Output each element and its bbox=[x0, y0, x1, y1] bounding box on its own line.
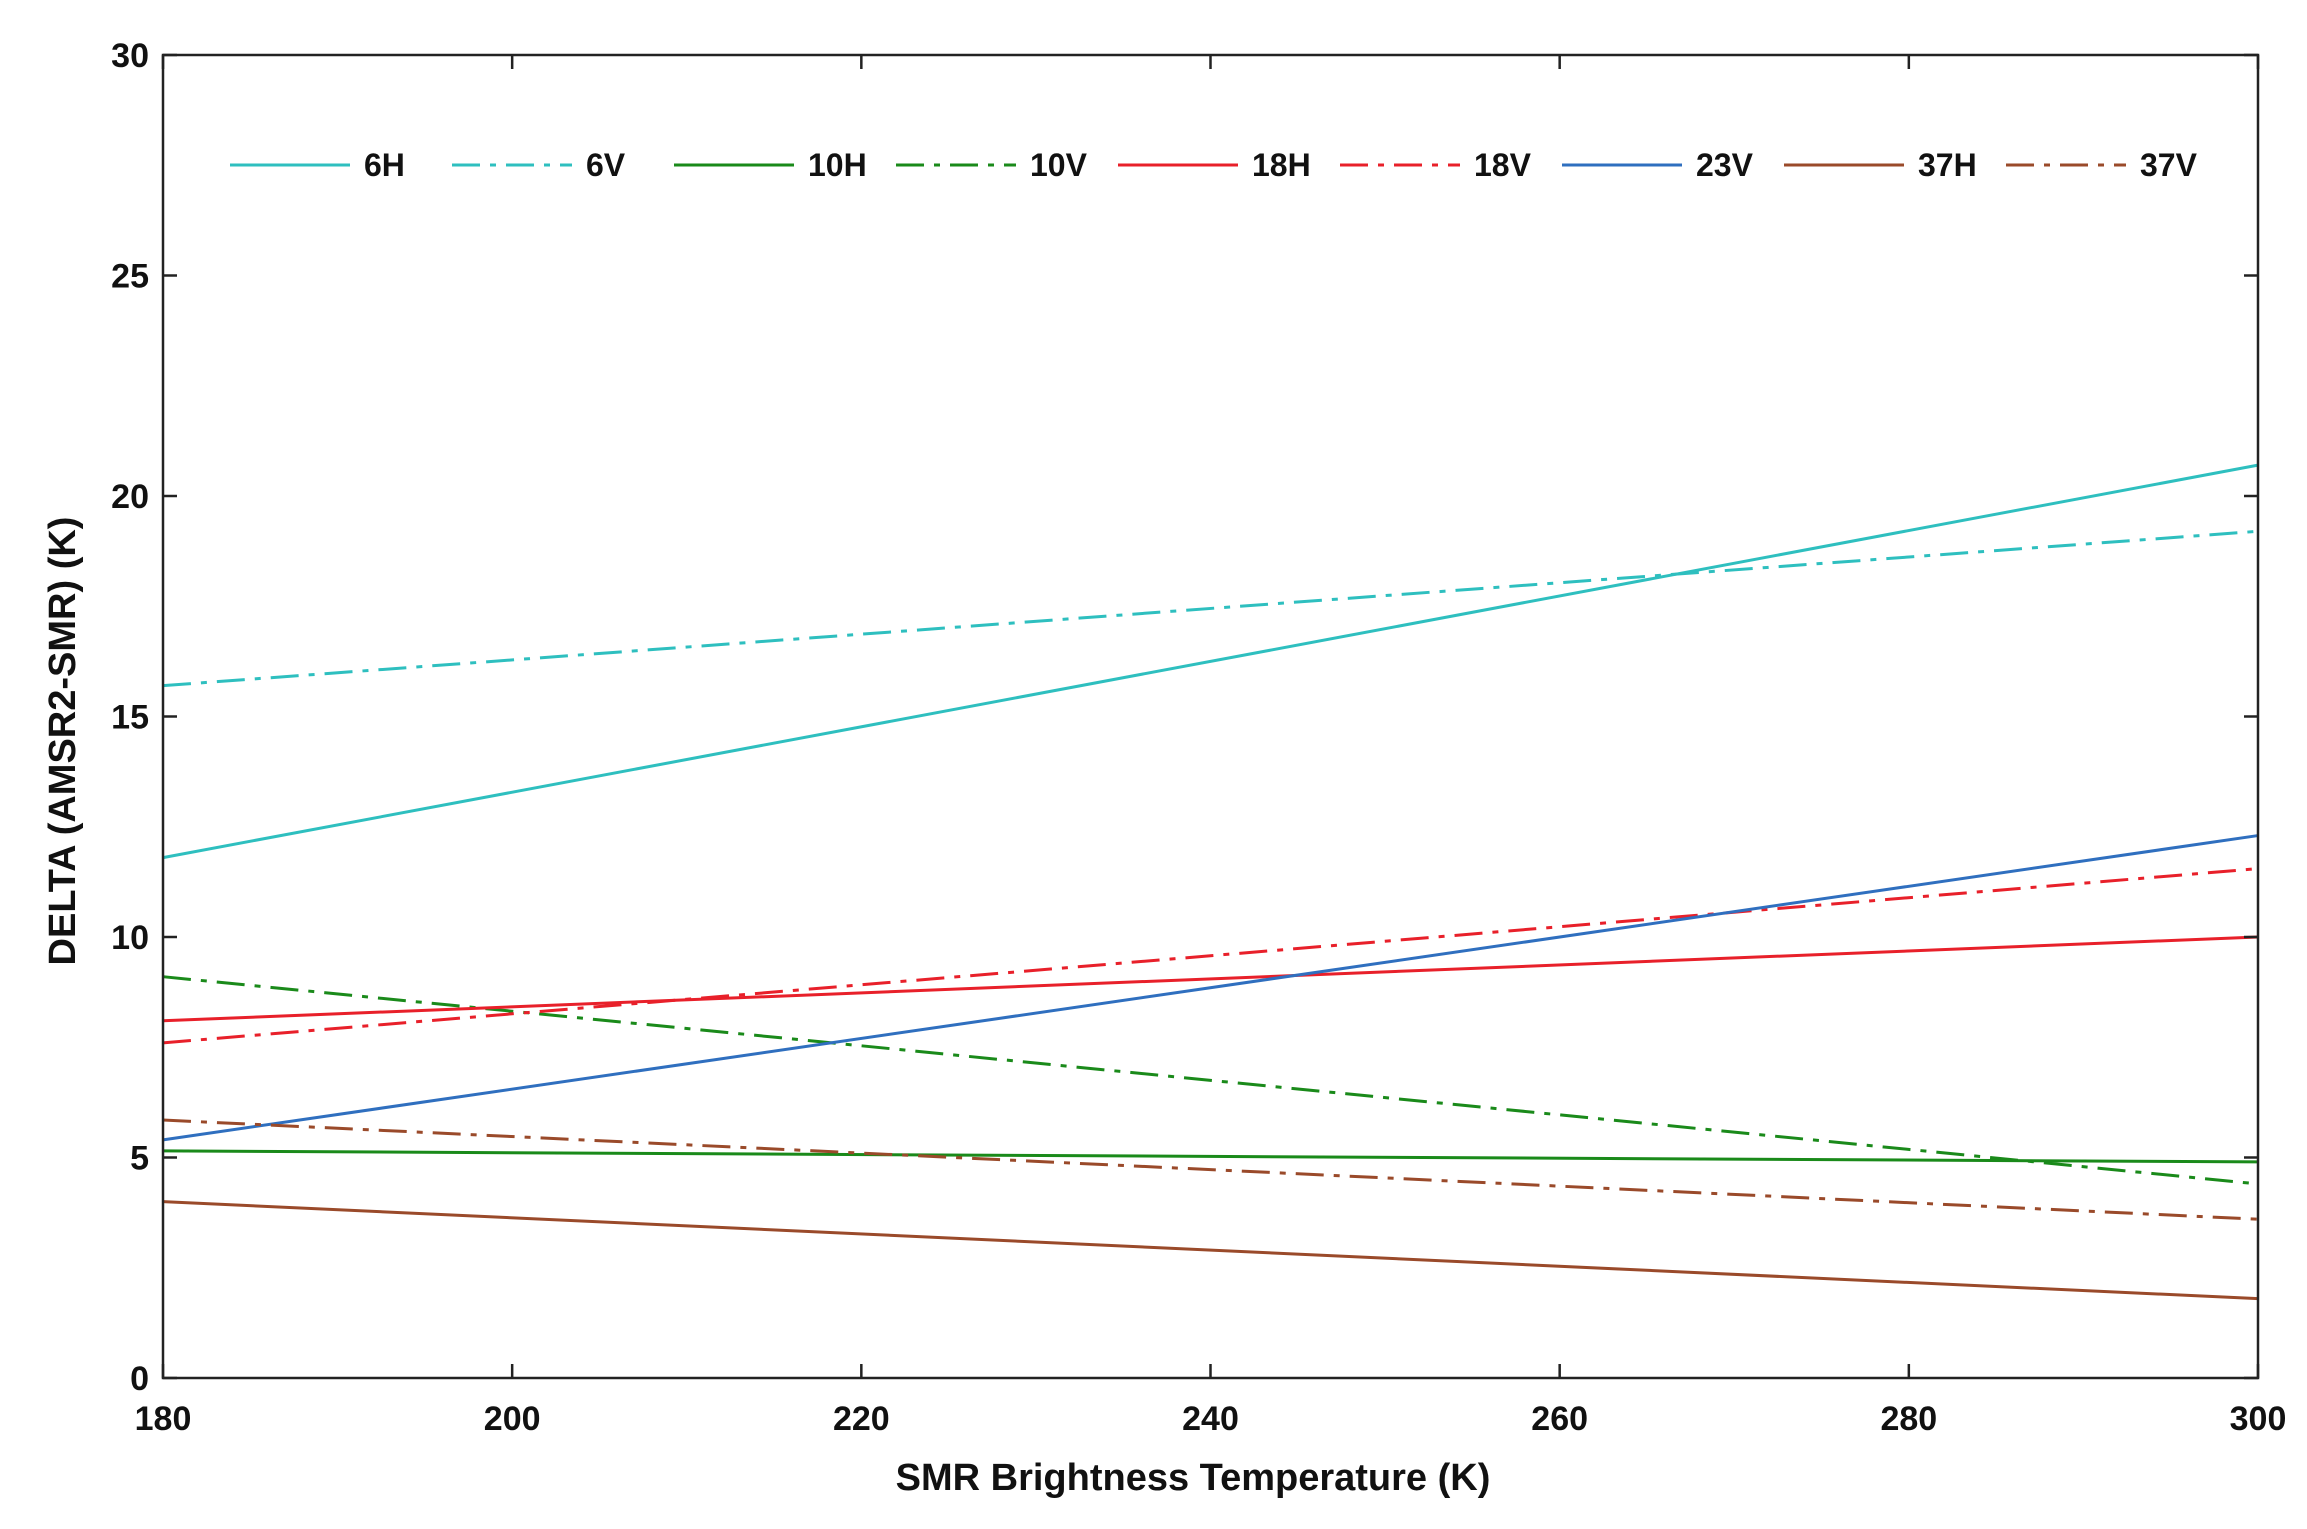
series-line-10h bbox=[162, 1149, 2259, 1164]
x-tick-label: 240 bbox=[1182, 1400, 1239, 1438]
legend-label-18v: 18V bbox=[1474, 147, 1532, 183]
axes-layer: 180 200 220 240 260 280 300 0 5 10 15 20 25 30 bbox=[111, 37, 2286, 1438]
y-tick-label: 10 bbox=[111, 919, 149, 957]
x-axis-label: SMR Brightness Temperature (K) bbox=[896, 1457, 1491, 1499]
plot-frame bbox=[161, 53, 2260, 1380]
x-tick-label: 220 bbox=[833, 1400, 890, 1438]
plot-layer bbox=[162, 463, 2259, 1301]
x-tick-label: 200 bbox=[484, 1400, 541, 1438]
y-tick-label: 15 bbox=[111, 699, 149, 737]
y-tick-label: 25 bbox=[111, 258, 149, 296]
y-tick-label: 0 bbox=[130, 1360, 149, 1398]
y-axis-label: DELTA (AMSR2-SMR) (K) bbox=[42, 517, 84, 966]
legend-label-10h: 10H bbox=[808, 147, 867, 183]
legend-label-37h: 37H bbox=[1918, 147, 1977, 183]
legend-label-37v: 37V bbox=[2140, 147, 2198, 183]
x-tick-label: 260 bbox=[1531, 1400, 1588, 1438]
legend-label-6v: 6V bbox=[586, 147, 626, 183]
series-line-23v bbox=[162, 834, 2259, 1142]
legend-label-6h: 6H bbox=[364, 147, 405, 183]
y-tick-label: 5 bbox=[130, 1140, 149, 1178]
x-tick-label: 180 bbox=[135, 1400, 192, 1438]
legend-label-23v: 23V bbox=[1696, 147, 1754, 183]
series-line-6h bbox=[162, 463, 2259, 860]
series-line-10v bbox=[162, 975, 2259, 1186]
legend: 6H 6V 10H 10V 18H 18V 23V 37H 37V bbox=[230, 147, 2198, 183]
series-line-18v bbox=[162, 867, 2259, 1045]
x-tick-label: 300 bbox=[2230, 1400, 2287, 1438]
legend-label-18h: 18H bbox=[1252, 147, 1311, 183]
y-tick-label: 20 bbox=[111, 478, 149, 516]
y-tick-label: 30 bbox=[111, 37, 149, 75]
series-line-37v bbox=[162, 1118, 2259, 1221]
series-line-18h bbox=[162, 935, 2259, 1023]
x-tick-label: 280 bbox=[1880, 1400, 1937, 1438]
legend-label-10v: 10V bbox=[1030, 147, 1088, 183]
series-line-6v bbox=[162, 529, 2259, 688]
series-line-37h bbox=[162, 1200, 2259, 1301]
